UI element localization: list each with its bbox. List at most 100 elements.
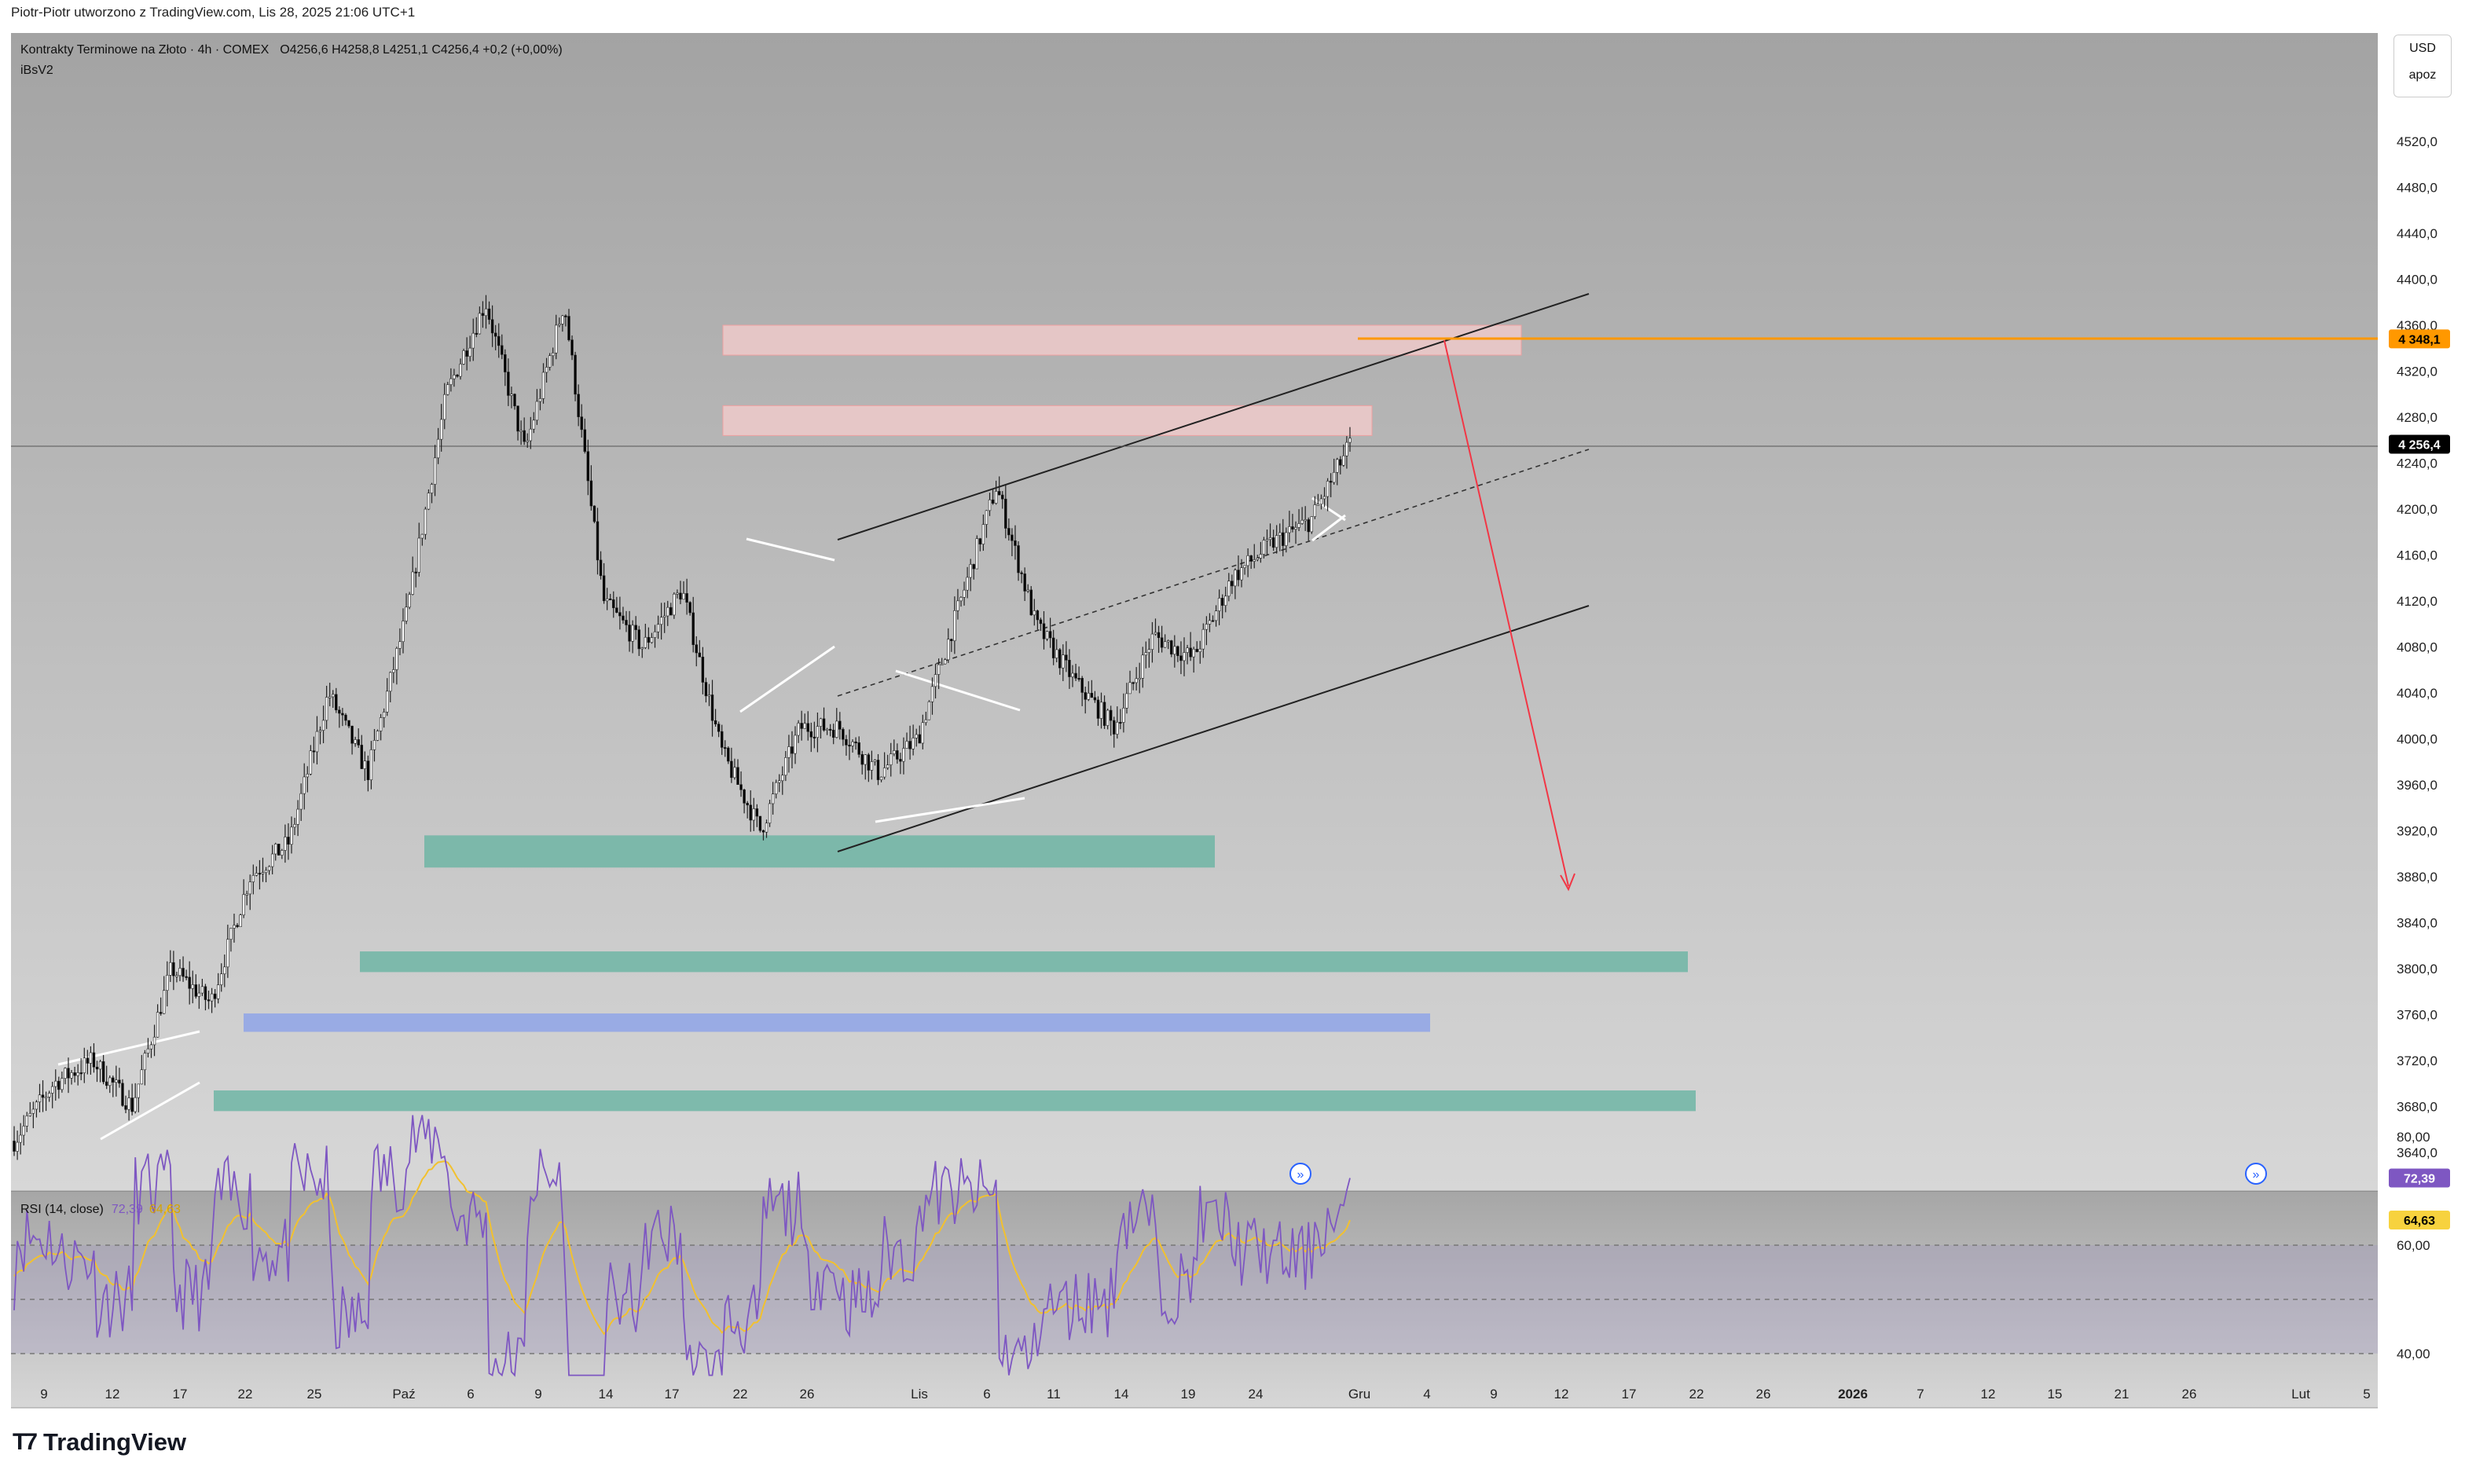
- candle-body: [293, 824, 296, 828]
- candle-body: [656, 624, 660, 632]
- candle-body: [172, 962, 175, 977]
- price-tick: 4080,0: [2397, 640, 2437, 655]
- candle-body: [405, 606, 408, 621]
- candle-body: [988, 499, 992, 511]
- candle-body: [574, 354, 577, 395]
- candle-body: [1132, 682, 1135, 684]
- candle-body: [350, 725, 354, 744]
- candle-body: [937, 664, 941, 675]
- candle-body: [338, 709, 341, 714]
- candle-body: [790, 746, 794, 754]
- candle-body: [1316, 504, 1320, 506]
- candle-body: [207, 999, 211, 1002]
- zones-layer: [214, 324, 1696, 1112]
- candle-body: [870, 761, 874, 771]
- candle-body: [1179, 655, 1183, 661]
- candle-body: [599, 559, 603, 577]
- candle-body: [1271, 537, 1275, 548]
- zone-demand: [214, 1090, 1696, 1112]
- price-axis[interactable]: 4520,0 4480,0 4440,0 4400,0 4360,0 4320,0 4280…: [2397, 134, 2437, 1361]
- price-tick: 4320,0: [2397, 365, 2437, 379]
- candle-body: [1205, 624, 1209, 630]
- candle-body: [105, 1081, 108, 1086]
- candle-body: [1304, 519, 1307, 522]
- candle-body: [433, 457, 437, 485]
- price-tick: 4200,0: [2397, 502, 2437, 517]
- candle-body: [255, 873, 259, 876]
- candle-body: [736, 767, 739, 785]
- candle-body: [1329, 481, 1333, 483]
- triangle-line: [1311, 514, 1346, 542]
- candle-body: [185, 976, 188, 978]
- candle-body: [347, 720, 350, 727]
- zone-supply: [722, 324, 1522, 356]
- candle-body: [354, 739, 357, 744]
- candle-body: [940, 663, 944, 665]
- candle-body: [89, 1052, 93, 1064]
- candle-body: [739, 784, 743, 790]
- candle-body: [299, 793, 303, 810]
- candle-body: [809, 731, 813, 738]
- candle-body: [19, 1134, 22, 1143]
- time-tick: 12: [105, 1387, 120, 1402]
- candle-body: [159, 1012, 163, 1014]
- price-tick: 3840,0: [2397, 916, 2437, 931]
- candle-body: [516, 405, 519, 432]
- candle-body: [1135, 678, 1138, 683]
- candle-body: [220, 973, 223, 985]
- candle-body: [662, 615, 666, 618]
- candle-body: [312, 750, 316, 753]
- candle-body: [679, 592, 682, 600]
- candle-body: [22, 1126, 25, 1136]
- candle-body: [475, 332, 479, 335]
- candle-body: [420, 533, 424, 539]
- candle-body: [1157, 632, 1161, 639]
- candle-body: [1084, 692, 1087, 700]
- candle-body: [1313, 504, 1317, 517]
- event-icon[interactable]: »: [2245, 1163, 2267, 1185]
- time-tick: 15: [2048, 1387, 2063, 1402]
- price-labels: 4 348,1 4 256,4 72,39 64,63: [2389, 329, 2450, 1230]
- candle-body: [733, 767, 736, 779]
- svg-text:»: »: [1297, 1168, 1304, 1182]
- candle-body: [1237, 570, 1240, 581]
- candle-body: [1113, 720, 1116, 735]
- time-tick: 9: [534, 1387, 541, 1402]
- price-tick: 4040,0: [2397, 686, 2437, 701]
- time-tick: 19: [1181, 1387, 1196, 1402]
- candle-body: [1122, 708, 1125, 723]
- candle-body: [701, 656, 705, 683]
- candle-body: [251, 874, 255, 882]
- candle-body: [934, 674, 937, 687]
- candle-body: [281, 850, 284, 856]
- candle-body: [991, 499, 995, 504]
- candle-body: [175, 975, 178, 977]
- candle-body: [453, 375, 456, 379]
- candle-body: [223, 966, 226, 974]
- candle-body: [1042, 623, 1046, 639]
- candle-body: [1036, 610, 1040, 621]
- candle-body: [688, 602, 691, 614]
- currency-selector[interactable]: USD apoz: [2393, 35, 2452, 97]
- candle-body: [730, 760, 733, 779]
- candle-body: [1220, 598, 1224, 606]
- candle-body: [1077, 677, 1080, 680]
- candle-body: [908, 741, 912, 749]
- candle-body: [555, 324, 558, 354]
- time-tick: 6: [983, 1387, 990, 1402]
- candle-body: [79, 1072, 83, 1075]
- candle-body: [38, 1094, 42, 1103]
- tradingview-logo[interactable]: T7 TradingView: [13, 1428, 186, 1457]
- time-axis[interactable]: 9 12 17 22 25 Paź 6 9 14 17 22 26 Lis 6 11 14 19 24 Gru 4 9 1…: [40, 1387, 2370, 1402]
- candle-body: [70, 1072, 73, 1079]
- candle-body: [1326, 481, 1330, 497]
- candle-body: [561, 315, 564, 324]
- candle-body: [882, 768, 886, 778]
- candle-body: [1144, 652, 1148, 656]
- candle-body: [1201, 628, 1205, 650]
- event-icon[interactable]: »: [1289, 1163, 1311, 1185]
- candle-body: [1045, 631, 1049, 639]
- channel-upper-line: [837, 293, 1590, 540]
